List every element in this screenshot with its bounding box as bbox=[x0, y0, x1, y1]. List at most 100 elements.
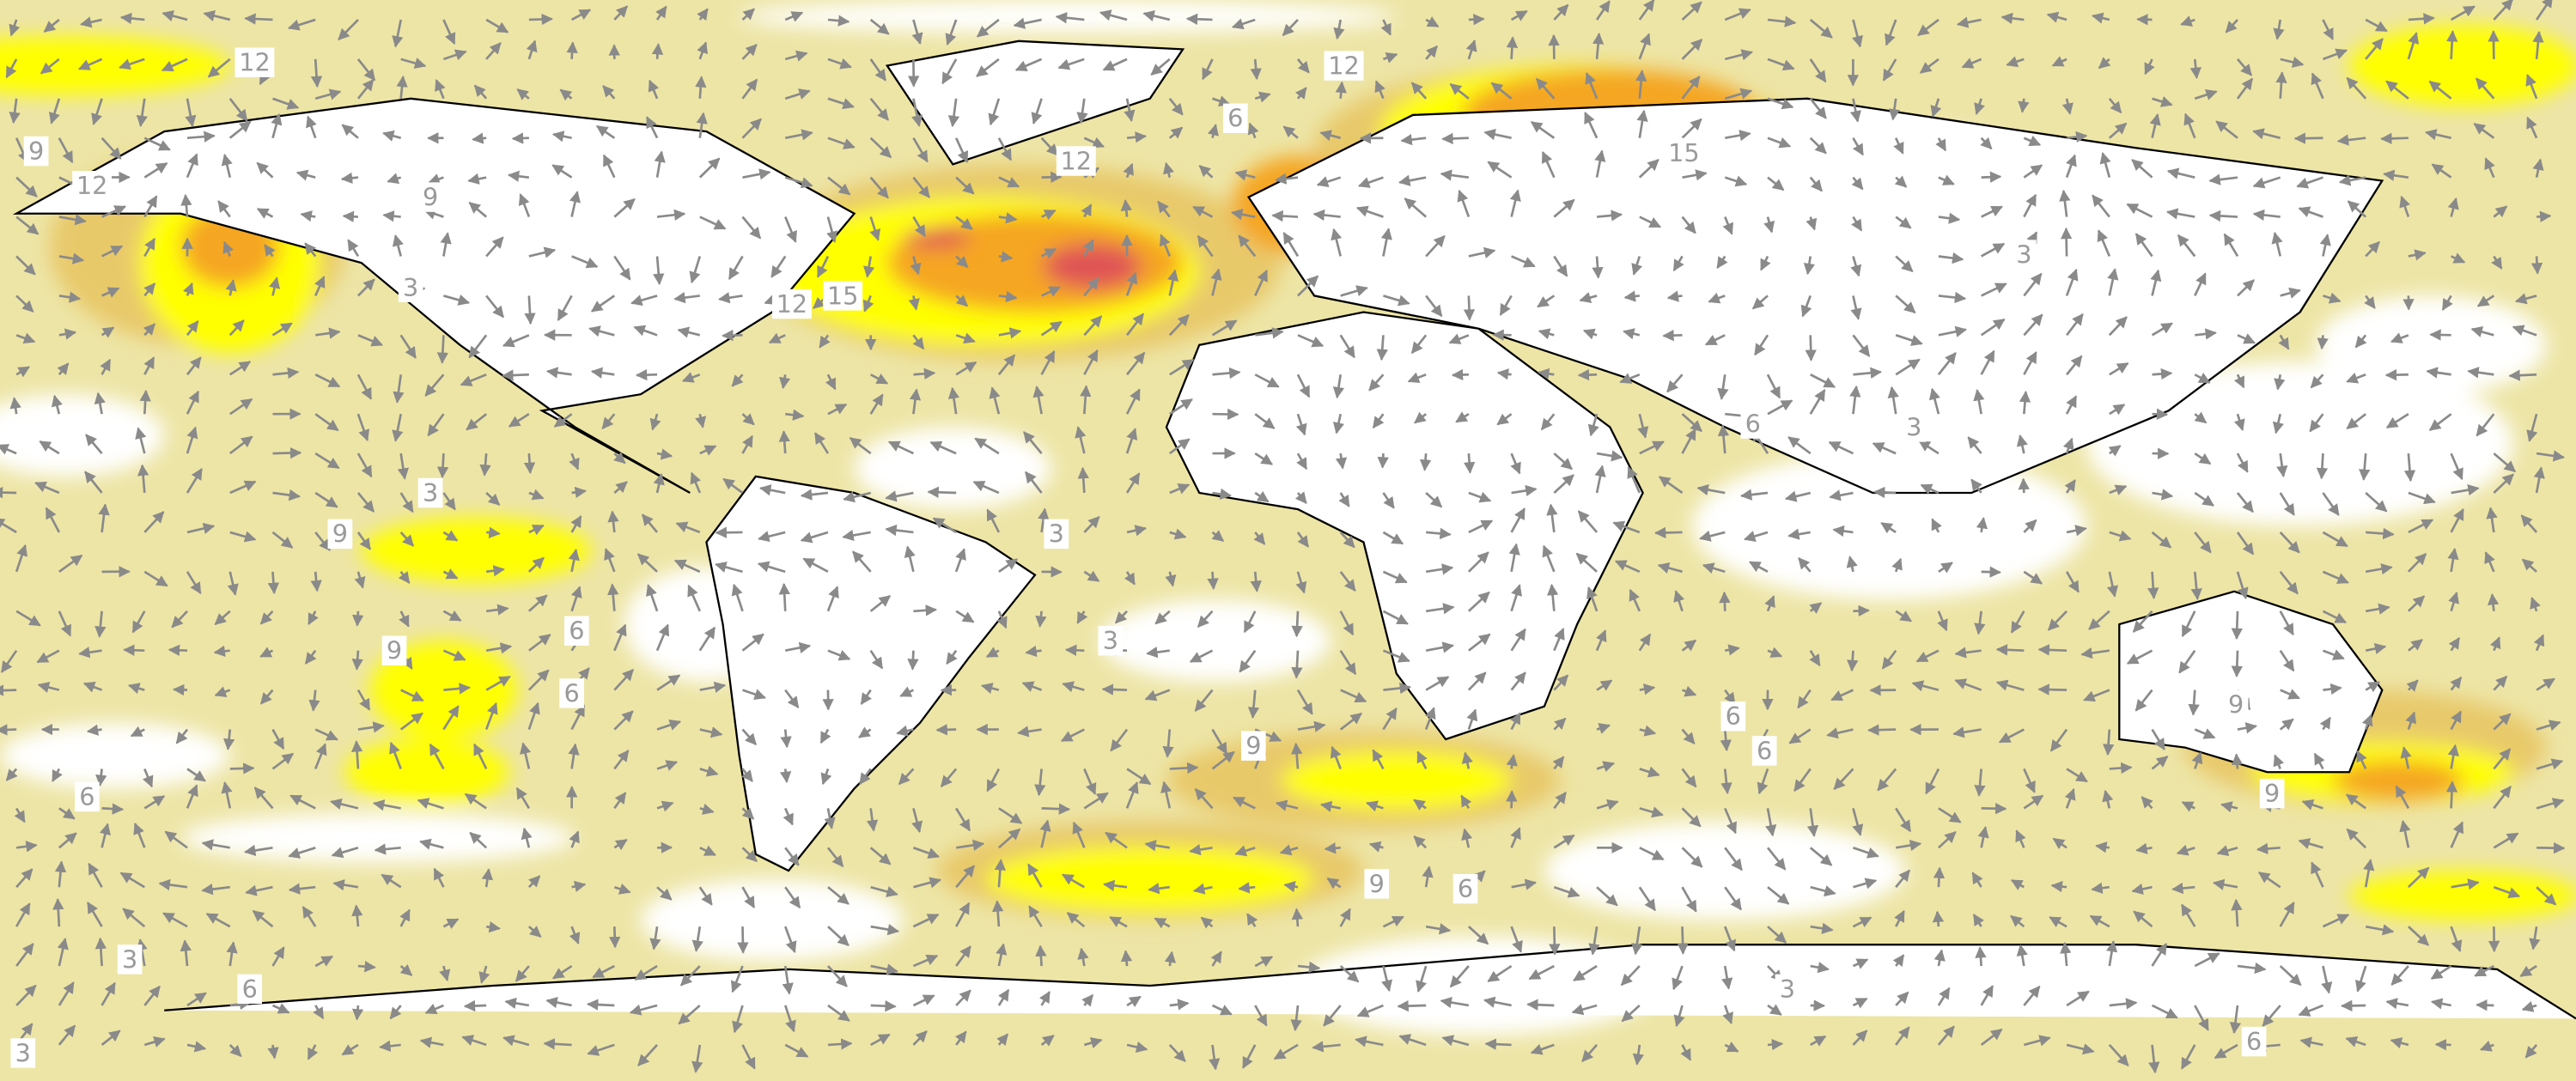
wind-arrow bbox=[912, 176, 931, 198]
wind-arrow bbox=[955, 332, 976, 344]
wind-arrow bbox=[1880, 521, 1897, 534]
wind-arrow bbox=[2276, 452, 2288, 478]
wind-arrow bbox=[2037, 644, 2067, 656]
wind-arrow bbox=[2428, 80, 2452, 100]
wind-arrow bbox=[2434, 1039, 2451, 1051]
wind-arrow bbox=[1853, 367, 1882, 379]
wind-arrow bbox=[2252, 176, 2281, 189]
wind-arrow bbox=[2322, 19, 2335, 40]
wind-arrow bbox=[569, 452, 580, 471]
wind-arrow bbox=[2486, 507, 2498, 533]
wind-arrow bbox=[1657, 562, 1683, 574]
wind-arrow bbox=[1510, 9, 1528, 21]
wind-arrow bbox=[1075, 426, 1087, 454]
wind-arrow bbox=[1468, 491, 1492, 503]
wind-arrow bbox=[997, 137, 1013, 161]
wind-arrow bbox=[2364, 295, 2376, 309]
wind-arrow bbox=[1297, 334, 1325, 348]
wind-arrow bbox=[2023, 135, 2042, 147]
wind-arrow bbox=[1294, 491, 1307, 504]
wind-arrow bbox=[84, 471, 103, 494]
wind-arrow bbox=[2037, 683, 2067, 695]
wind-arrow bbox=[559, 88, 573, 101]
wind-arrow bbox=[1805, 335, 1817, 361]
wind-arrow bbox=[1083, 315, 1103, 337]
wind-arrow bbox=[553, 413, 573, 428]
wind-arrow bbox=[15, 255, 36, 276]
wind-arrow bbox=[1767, 176, 1785, 191]
wind-arrow bbox=[2385, 80, 2409, 100]
wind-arrow bbox=[696, 112, 708, 138]
wind-arrow bbox=[264, 244, 276, 258]
wind-arrow bbox=[1809, 18, 1833, 39]
wind-arrow bbox=[653, 256, 665, 286]
wind-arrow bbox=[1126, 525, 1148, 537]
wind-arrow bbox=[1483, 129, 1512, 141]
wind-arrow bbox=[784, 88, 811, 100]
wind-arrow bbox=[443, 294, 471, 306]
wind-arrow bbox=[1938, 212, 1961, 224]
wind-arrow bbox=[80, 16, 102, 28]
wind-arrow bbox=[1448, 333, 1470, 344]
wind-arrow bbox=[566, 41, 578, 59]
wind-arrow bbox=[2280, 287, 2301, 299]
wind-arrow bbox=[1376, 335, 1388, 361]
wind-arrow bbox=[267, 571, 280, 595]
wind-arrow bbox=[342, 210, 359, 222]
wind-arrow bbox=[2091, 12, 2110, 24]
wind-arrow bbox=[186, 356, 202, 376]
wind-arrow bbox=[2065, 154, 2077, 179]
wind-arrow bbox=[1920, 483, 1940, 495]
wind-arrow bbox=[436, 453, 449, 479]
wind-arrow bbox=[722, 477, 744, 495]
wind-arrow bbox=[1295, 571, 1307, 594]
wind-arrow bbox=[143, 195, 158, 218]
wind-arrow bbox=[1638, 159, 1659, 179]
wind-arrow bbox=[1930, 98, 1942, 118]
wind-arrow bbox=[1339, 531, 1355, 549]
wind-arrow bbox=[1282, 125, 1299, 139]
wind-arrow bbox=[479, 452, 491, 477]
wind-arrow bbox=[1682, 169, 1708, 181]
wind-arrow bbox=[2366, 527, 2395, 540]
wind-arrow bbox=[1681, 413, 1702, 433]
wind-arrow bbox=[827, 58, 852, 70]
wind-arrow bbox=[976, 58, 1000, 77]
wind-arrow bbox=[1032, 385, 1044, 415]
wind-arrow bbox=[295, 169, 316, 181]
wind-arrow bbox=[869, 216, 881, 241]
wind-arrow bbox=[2445, 780, 2458, 809]
wind-arrow bbox=[392, 413, 404, 442]
wind-arrow bbox=[2236, 58, 2253, 76]
wind-arrow bbox=[1207, 571, 1219, 590]
wind-arrow bbox=[887, 440, 914, 455]
wind-arrow bbox=[571, 486, 587, 499]
wind-arrow bbox=[227, 571, 239, 596]
wind-arrow bbox=[1961, 58, 1982, 69]
wind-arrow bbox=[907, 650, 919, 671]
wind-arrow bbox=[135, 427, 147, 454]
wind-arrow bbox=[1275, 173, 1299, 185]
wind-arrow bbox=[2384, 368, 2409, 381]
wind-arrow bbox=[2446, 30, 2458, 59]
wind-arrow bbox=[1553, 474, 1574, 494]
contour-label: 9 bbox=[2228, 690, 2244, 720]
wind-arrow bbox=[587, 999, 615, 1011]
wind-arrow bbox=[2293, 132, 2323, 144]
wind-arrow bbox=[356, 58, 376, 82]
wind-arrow bbox=[675, 521, 701, 534]
wind-arrow bbox=[340, 172, 359, 185]
wind-arrow bbox=[511, 132, 529, 144]
wind-arrow bbox=[1234, 169, 1256, 181]
wind-arrow bbox=[1040, 137, 1059, 156]
wind-arrow bbox=[912, 216, 926, 238]
wind-arrow bbox=[681, 372, 701, 383]
wind-arrow bbox=[382, 130, 402, 142]
wind-arrow bbox=[1800, 295, 1812, 318]
wind-arrow bbox=[1594, 149, 1606, 178]
north-america bbox=[12, 97, 856, 495]
wind-arrow bbox=[1166, 269, 1179, 296]
wind-arrow bbox=[435, 79, 446, 100]
wind-arrow bbox=[1468, 519, 1494, 534]
wind-arrow bbox=[1980, 349, 1995, 375]
